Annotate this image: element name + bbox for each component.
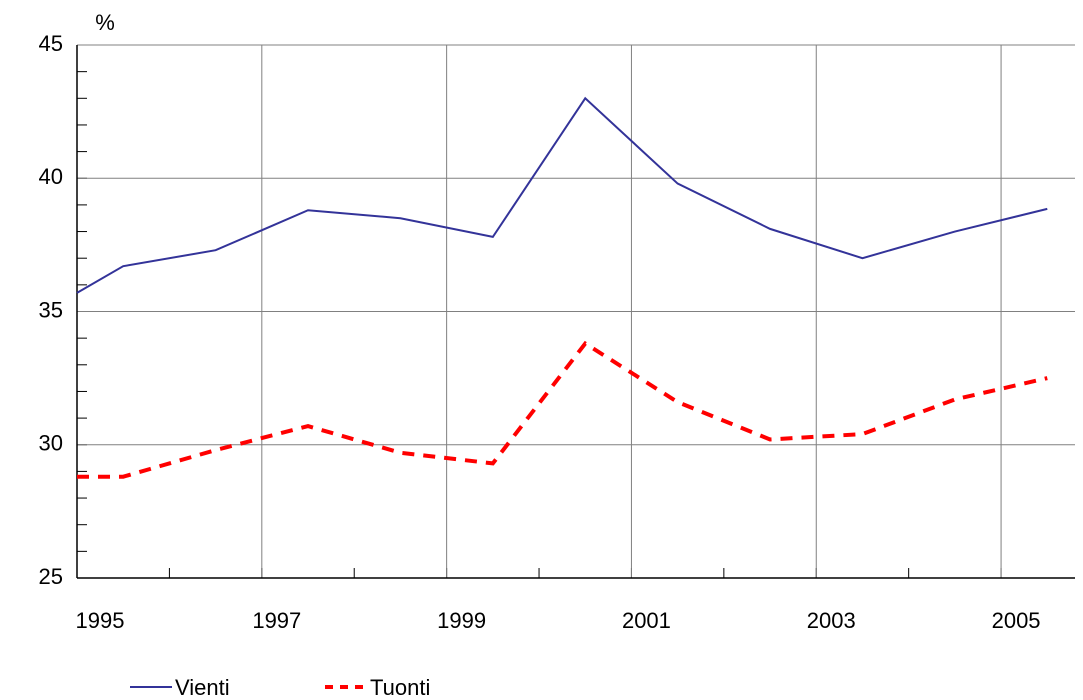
legend-label: Vienti bbox=[175, 675, 230, 700]
x-tick-label: 1997 bbox=[252, 608, 301, 633]
y-tick-label: 40 bbox=[39, 164, 63, 189]
y-unit-label: % bbox=[95, 10, 115, 35]
x-tick-label: 2001 bbox=[622, 608, 671, 633]
y-tick-label: 35 bbox=[39, 297, 63, 322]
y-tick-label: 30 bbox=[39, 431, 63, 456]
x-tick-label: 1999 bbox=[437, 608, 486, 633]
series-line bbox=[76, 96, 1048, 294]
x-tick-label: 1995 bbox=[76, 608, 125, 633]
x-tick-label: 2005 bbox=[992, 608, 1041, 633]
series-line bbox=[77, 340, 1048, 479]
y-tick-label: 25 bbox=[39, 564, 63, 589]
y-tick-label: 45 bbox=[39, 31, 63, 56]
x-tick-label: 2003 bbox=[807, 608, 856, 633]
legend-label: Tuonti bbox=[370, 675, 430, 700]
